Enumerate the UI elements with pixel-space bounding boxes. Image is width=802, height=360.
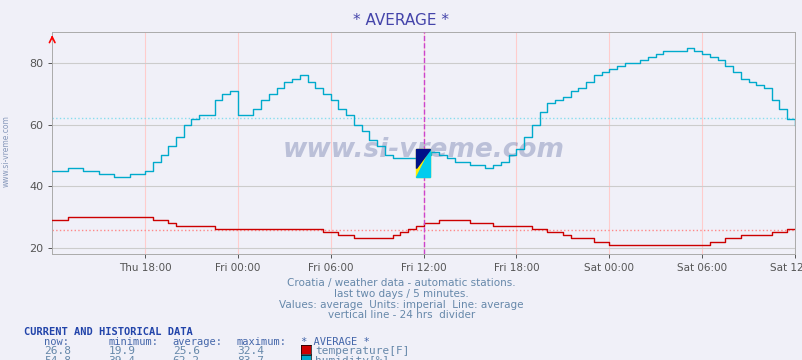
Text: 26.8: 26.8	[44, 346, 71, 356]
Text: * AVERAGE *: * AVERAGE *	[353, 13, 449, 28]
Text: temperature[F]: temperature[F]	[314, 346, 409, 356]
Text: Croatia / weather data - automatic stations.: Croatia / weather data - automatic stati…	[287, 278, 515, 288]
Text: humidity[%]: humidity[%]	[314, 356, 388, 360]
Text: 19.9: 19.9	[108, 346, 136, 356]
Text: maximum:: maximum:	[237, 337, 286, 347]
Text: average:: average:	[172, 337, 222, 347]
Text: minimum:: minimum:	[108, 337, 158, 347]
Polygon shape	[415, 149, 429, 168]
Text: 62.2: 62.2	[172, 356, 200, 360]
Text: 32.4: 32.4	[237, 346, 264, 356]
Text: 25.6: 25.6	[172, 346, 200, 356]
Text: 83.7: 83.7	[237, 356, 264, 360]
Text: Values: average  Units: imperial  Line: average: Values: average Units: imperial Line: av…	[279, 300, 523, 310]
Text: www.si-vreme.com: www.si-vreme.com	[2, 115, 11, 187]
Text: 54.8: 54.8	[44, 356, 71, 360]
Polygon shape	[415, 149, 429, 177]
Text: vertical line - 24 hrs  divider: vertical line - 24 hrs divider	[327, 310, 475, 320]
Text: CURRENT AND HISTORICAL DATA: CURRENT AND HISTORICAL DATA	[24, 327, 192, 337]
Bar	[415, 149, 429, 177]
Text: * AVERAGE *: * AVERAGE *	[301, 337, 370, 347]
Text: last two days / 5 minutes.: last two days / 5 minutes.	[334, 289, 468, 299]
Text: www.si-vreme.com: www.si-vreme.com	[282, 137, 564, 163]
Text: 39.4: 39.4	[108, 356, 136, 360]
Text: now:: now:	[44, 337, 69, 347]
